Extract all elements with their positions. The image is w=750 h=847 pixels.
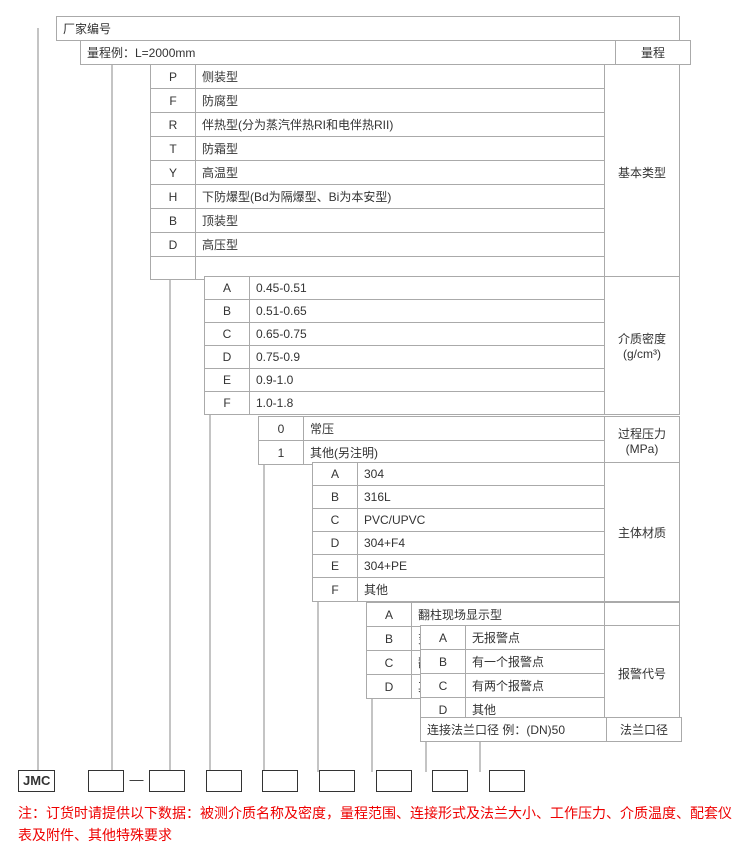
density-table: A0.45-0.51介质密度(g/cm³) B0.51-0.65 C0.65-0…: [204, 276, 680, 415]
table-cell: 1: [259, 441, 304, 465]
table-cell: [151, 257, 196, 280]
table-cell: F: [205, 392, 250, 415]
header-mfg: 厂家编号: [56, 16, 680, 41]
table-cell: C: [367, 651, 412, 675]
code-box: [262, 770, 298, 792]
table-cell: 有一个报警点: [466, 650, 605, 674]
table-cell: 高压型: [196, 233, 605, 257]
ordering-code-row: JMC —: [18, 770, 525, 792]
table-cell: F: [151, 89, 196, 113]
table-cell: C: [205, 323, 250, 346]
alarm-table: A无报警点报警代号 B有一个报警点 C有两个报警点 D其他: [420, 625, 680, 722]
table-cell: C: [421, 674, 466, 698]
table-cell: 无报警点: [466, 626, 605, 650]
table-cell: 0: [259, 417, 304, 441]
table-cell: 侧装型: [196, 65, 605, 89]
header-range: 量程例：L=2000mm 量程: [80, 40, 691, 65]
code-box: [489, 770, 525, 792]
table-cell: T: [151, 137, 196, 161]
table-cell: D: [151, 233, 196, 257]
table-cell: C: [313, 509, 358, 532]
table-cell: A: [313, 463, 358, 486]
table-cell: 翻柱现场显示型: [412, 603, 605, 627]
table-cell: H: [151, 185, 196, 209]
code-box: [376, 770, 412, 792]
dash: —: [127, 771, 145, 787]
table-cell: 伴热型(分为蒸汽伴热RI和电伴热RII): [196, 113, 605, 137]
code-box: [432, 770, 468, 792]
table-cell: 304+PE: [358, 555, 605, 578]
pressure-table: 0常压过程压力(MPa) 1其他(另注明): [258, 416, 680, 465]
table-cell: E: [205, 369, 250, 392]
ordering-note: 注：订货时请提供以下数据：被测介质名称及密度，量程范围、连接形式及法兰大小、工作…: [18, 802, 738, 847]
table-cell: 顶装型: [196, 209, 605, 233]
table-cell: 0.51-0.65: [250, 300, 605, 323]
table-cell: 304: [358, 463, 605, 486]
code-box: [88, 770, 124, 792]
table-cell: 防腐型: [196, 89, 605, 113]
table-cell: F: [313, 578, 358, 602]
table-cell: A: [421, 626, 466, 650]
table-cell: D: [313, 532, 358, 555]
table-cell: 0.9-1.0: [250, 369, 605, 392]
table-cell: PVC/UPVC: [358, 509, 605, 532]
table-cell: 下防爆型(Bd为隔爆型、Bi为本安型): [196, 185, 605, 209]
table-cell: 其他: [358, 578, 605, 602]
table-cell: P: [151, 65, 196, 89]
code-box: [149, 770, 185, 792]
flange-desc: 连接法兰口径 例：(DN)50: [421, 718, 607, 742]
basic-type-label: 基本类型: [605, 65, 680, 280]
material-table: A304主体材质 B316L CPVC/UPVC D304+F4 E304+PE…: [312, 462, 680, 602]
table-cell: 0.75-0.9: [250, 346, 605, 369]
table-cell: B: [151, 209, 196, 233]
table-cell: 高温型: [196, 161, 605, 185]
table-cell: R: [151, 113, 196, 137]
table-cell: A: [367, 603, 412, 627]
range-example: 量程例：L=2000mm: [81, 41, 616, 65]
table-cell: D: [367, 675, 412, 699]
flange-table: 连接法兰口径 例：(DN)50法兰口径: [420, 717, 682, 742]
basic-type-table: P侧装型基本类型 F防腐型 R伴热型(分为蒸汽伴热RI和电伴热RII) T防霜型…: [150, 64, 680, 280]
alarm-label: 报警代号: [605, 626, 680, 722]
prefix-box: JMC: [18, 770, 55, 792]
pressure-label: 过程压力(MPa): [605, 417, 680, 465]
density-label: 介质密度(g/cm³): [605, 277, 680, 415]
table-cell: 防霜型: [196, 137, 605, 161]
table-cell: 304+F4: [358, 532, 605, 555]
table-cell: B: [421, 650, 466, 674]
table-cell: 其他(另注明): [304, 441, 605, 465]
table-cell: D: [205, 346, 250, 369]
table-cell: 0.45-0.51: [250, 277, 605, 300]
table-cell: A: [205, 277, 250, 300]
table-cell: B: [205, 300, 250, 323]
flange-label: 法兰口径: [607, 718, 682, 742]
material-label: 主体材质: [605, 463, 680, 602]
table-cell: 316L: [358, 486, 605, 509]
table-cell: B: [367, 627, 412, 651]
range-col-label: 量程: [616, 41, 691, 65]
table-cell: Y: [151, 161, 196, 185]
mfg-no-label: 厂家编号: [57, 17, 680, 41]
table-cell: 1.0-1.8: [250, 392, 605, 415]
code-box: [206, 770, 242, 792]
table-cell: 有两个报警点: [466, 674, 605, 698]
table-cell: 常压: [304, 417, 605, 441]
code-box: [319, 770, 355, 792]
table-cell: B: [313, 486, 358, 509]
table-cell: E: [313, 555, 358, 578]
table-cell: 0.65-0.75: [250, 323, 605, 346]
